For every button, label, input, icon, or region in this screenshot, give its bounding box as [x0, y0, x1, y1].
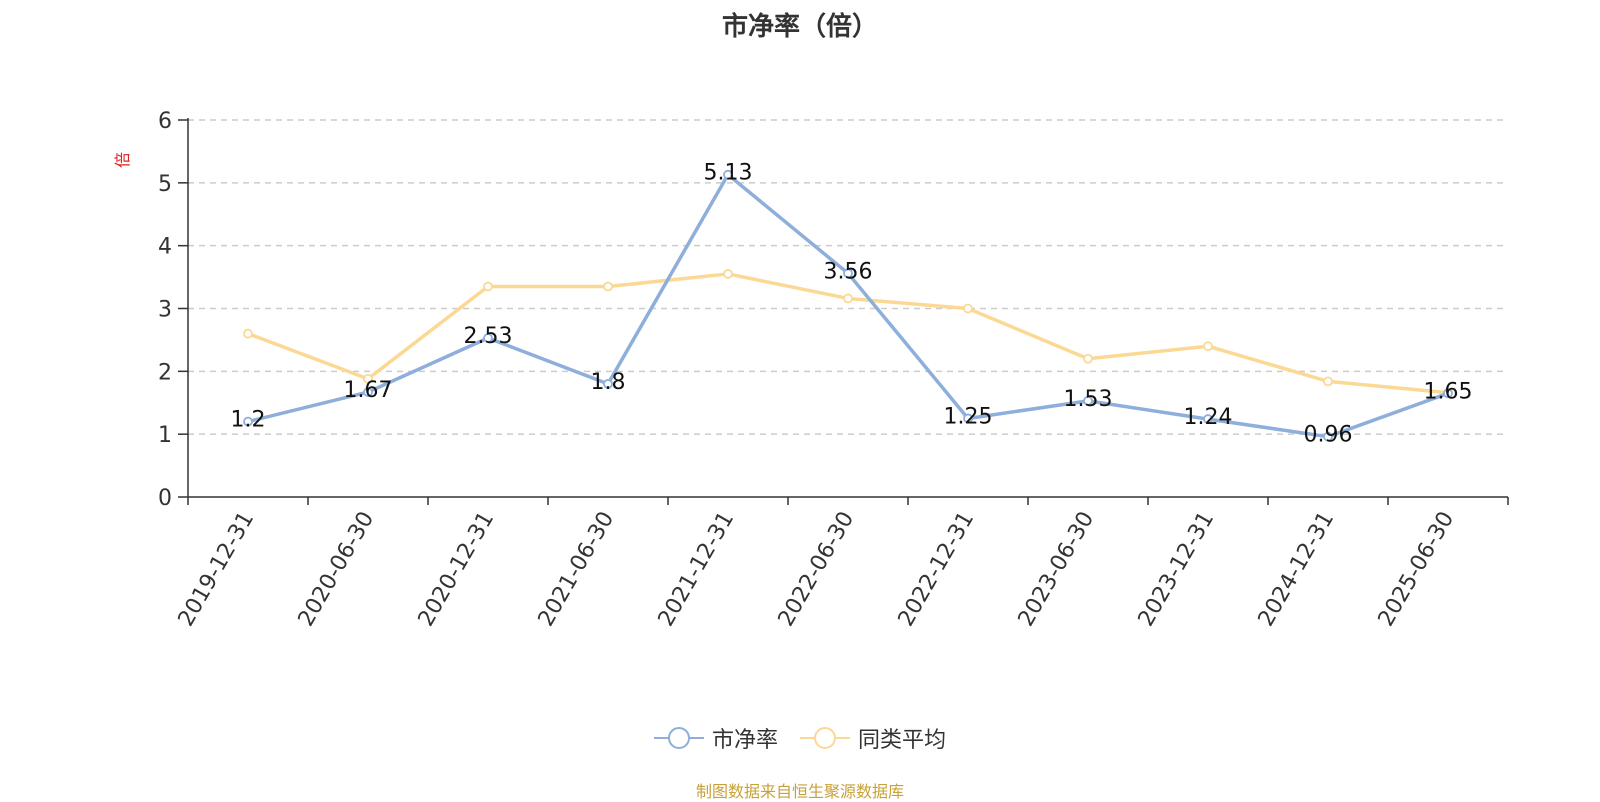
legend-label-series-0: 市净率	[711, 728, 778, 753]
data-point-series-0	[723, 169, 733, 180]
data-point-series-0	[243, 416, 253, 427]
data-point-series-1	[1323, 376, 1333, 387]
data-label: 1.67	[344, 378, 393, 403]
data-label: 1.24	[1184, 405, 1233, 430]
y-axis-label: 倍	[113, 152, 132, 168]
x-tick-label: 2020-12-31	[414, 508, 500, 631]
legend-series-1-icon	[800, 727, 850, 749]
data-point-series-0	[1203, 414, 1213, 424]
y-tick-label: 5	[158, 172, 172, 197]
x-tick-label: 2025-06-30	[1374, 508, 1460, 631]
x-tick-label: 2021-12-31	[654, 508, 740, 631]
data-labels: 1.2 1.67 2.53 1.8 5.13 3.56 1.25 1.53 1.24 0.96 1.…	[231, 161, 1473, 448]
data-point-series-1	[603, 281, 613, 292]
x-tick-label: 2019-12-31	[174, 508, 260, 631]
data-point-series-1	[1203, 341, 1213, 352]
data-point-series-0	[843, 268, 853, 279]
y-tick-label: 4	[158, 235, 172, 260]
data-point-series-0	[1323, 431, 1333, 442]
data-point-series-0	[603, 378, 613, 389]
data-label: 1.8	[591, 370, 626, 395]
data-point-series-0	[1083, 395, 1093, 406]
data-point-series-0	[483, 333, 493, 343]
data-point-series-0	[1443, 388, 1453, 399]
y-tick-label: 3	[158, 298, 172, 323]
series-line-0	[247, 172, 1449, 439]
data-point-series-1	[363, 373, 373, 384]
data-point-series-0	[363, 387, 373, 397]
data-point-series-1	[723, 269, 733, 279]
data-point-series-1	[843, 293, 853, 304]
y-tick-label: 0	[158, 486, 172, 511]
chart-title: 市净率（倍）	[721, 12, 878, 42]
data-label: 2.53	[464, 324, 513, 349]
x-tick-label: 2023-06-30	[1014, 508, 1100, 631]
legend-item-series-0[interactable]: 市净率	[653, 722, 778, 754]
y-tick-label: 1	[158, 423, 172, 448]
data-point-series-1	[963, 303, 973, 314]
data-point-series-0	[963, 413, 973, 424]
legend-label-series-1: 同类平均	[858, 728, 947, 753]
data-point-series-1	[243, 328, 253, 339]
data-label: 1.53	[1064, 387, 1113, 412]
data-label: 3.56	[824, 259, 873, 284]
x-tick-label: 2021-06-30	[534, 508, 620, 631]
data-label: 5.13	[704, 161, 753, 186]
grid-lines	[188, 119, 1508, 435]
legend-item-series-1[interactable]: 同类平均	[800, 722, 946, 754]
x-tick-label: 2023-12-31	[1134, 508, 1220, 631]
series-line-1	[247, 272, 1449, 395]
data-point-series-1	[1083, 353, 1093, 364]
data-label: 1.2	[231, 408, 266, 433]
legend: 市净率 同类平均	[0, 722, 1600, 754]
x-tick-label: 2020-06-30	[294, 508, 380, 631]
source-note: 制图数据来自恒生聚源数据库	[695, 782, 904, 801]
data-point-series-1	[483, 281, 493, 292]
x-tick-label: 2022-12-31	[894, 508, 980, 631]
legend-series-0-icon	[653, 727, 704, 749]
x-tick-label: 2024-12-31	[1254, 508, 1340, 631]
axes: 0 1 2 3 4 5 6 2019-12-31 2020-06-30 2020-12-31 202…	[158, 109, 1509, 631]
data-label: 1.25	[944, 404, 993, 429]
y-tick-label: 2	[158, 360, 172, 385]
x-tick-label: 2022-06-30	[774, 508, 860, 631]
data-label: 0.96	[1304, 423, 1353, 448]
data-label: 1.65	[1424, 379, 1473, 404]
y-tick-label: 6	[158, 109, 172, 134]
series-lines	[243, 169, 1453, 442]
